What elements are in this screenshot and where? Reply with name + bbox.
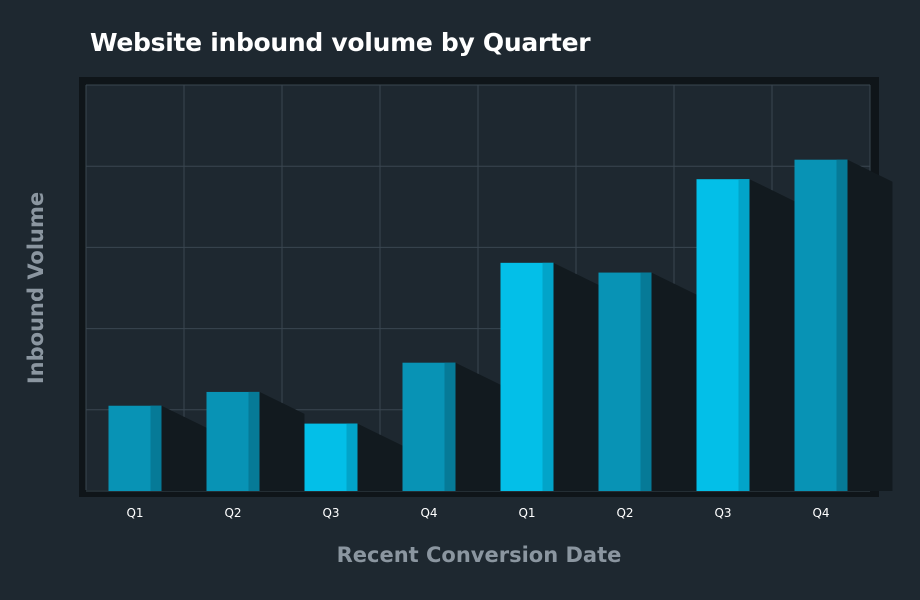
bar-edge xyxy=(150,405,162,491)
x-tick-label: Q2 xyxy=(224,506,241,520)
bar-edge xyxy=(738,179,750,491)
bar-shadow xyxy=(259,391,305,491)
x-tick-label: Q3 xyxy=(714,506,731,520)
bar-shadow xyxy=(651,272,697,491)
bar-edge xyxy=(640,272,652,491)
bar-edge xyxy=(444,362,456,491)
x-tick-label: Q1 xyxy=(126,506,143,520)
bar-edge xyxy=(346,423,358,491)
bar-shadow xyxy=(847,159,893,492)
x-tick-label: Q4 xyxy=(420,506,437,520)
bar-edge xyxy=(248,391,260,491)
bar-shadow xyxy=(749,179,795,491)
x-tick-label: Q4 xyxy=(812,506,829,520)
bar-edge xyxy=(542,262,554,491)
chart-title: Website inbound volume by Quarter xyxy=(90,28,591,57)
x-tick-label: Q1 xyxy=(518,506,535,520)
bar-edge xyxy=(836,159,848,492)
bar-shadow xyxy=(455,362,501,491)
x-tick-label: Q3 xyxy=(322,506,339,520)
x-axis-label: Recent Conversion Date xyxy=(336,543,622,567)
bar-shadow xyxy=(161,405,207,491)
bar-shadow xyxy=(553,262,599,491)
x-tick-label: Q2 xyxy=(616,506,633,520)
bar-shadow xyxy=(357,423,403,491)
